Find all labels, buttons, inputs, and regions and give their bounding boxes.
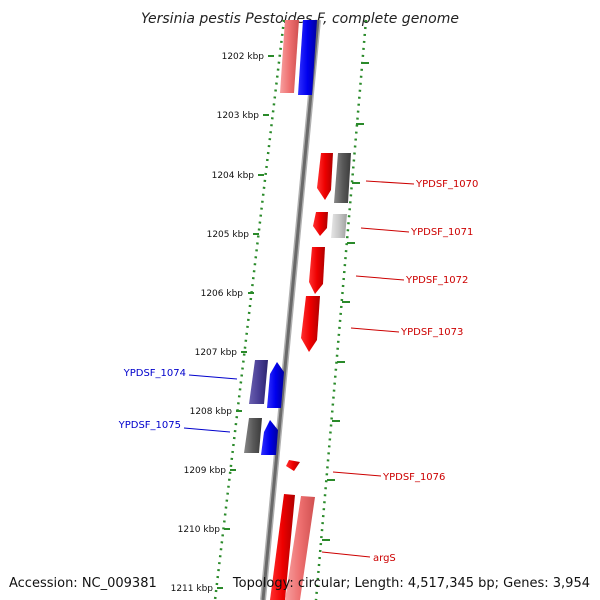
gene-feature-purple-1074[interactable] (249, 360, 268, 404)
gene-feature-args-pink[interactable] (285, 496, 315, 600)
gene-feature-gray-1070[interactable] (334, 153, 351, 203)
gene-feature-ypdsf-1075[interactable] (261, 420, 278, 455)
gene-label-ypdsf-1071[interactable]: YPDSF_1071 (410, 227, 473, 238)
gene-label-ypdsf-1070[interactable]: YPDSF_1070 (415, 179, 478, 190)
tick-label: 1210 kbp (178, 525, 221, 535)
tick-label: 1206 kbp (201, 289, 244, 299)
gene-label-ypdsf-1075[interactable]: YPDSF_1075 (118, 420, 181, 431)
leader-lines (183, 180, 415, 558)
genome-summary-text: Topology: circular; Length: 4,517,345 bp… (232, 576, 590, 591)
tick-label: 1208 kbp (190, 407, 233, 417)
gene-feature-top-pink[interactable] (280, 20, 299, 93)
tick-label: 1211 kbp (171, 584, 214, 594)
tick-label: 1209 kbp (184, 466, 227, 476)
tick-label: 1207 kbp (195, 348, 238, 358)
gene-label-ypdsf-1074[interactable]: YPDSF_1074 (123, 368, 186, 379)
tick-label: 1204 kbp (212, 171, 255, 181)
gene-label-ypdsf-1073[interactable]: YPDSF_1073 (400, 327, 463, 338)
tick-label: 1203 kbp (217, 111, 260, 121)
gene-feature-light-1071[interactable] (331, 214, 347, 238)
gene-feature-ypdsf-1073[interactable] (301, 296, 320, 352)
genome-backbone (260, 19, 321, 600)
tick-label: 1205 kbp (207, 230, 250, 240)
gene-feature-ypdsf-1074[interactable] (267, 362, 284, 408)
tick-labels: 1202 kbp 1203 kbp 1204 kbp 1205 kbp 1206… (171, 52, 265, 594)
gene-feature-ypdsf-1072[interactable] (309, 247, 325, 294)
gene-feature-args-red[interactable] (270, 494, 295, 600)
gene-feature-ypdsf-1070[interactable] (317, 153, 333, 200)
tick-label: 1202 kbp (222, 52, 265, 62)
gene-label-ypdsf-1072[interactable]: YPDSF_1072 (405, 275, 468, 286)
gene-labels: YPDSF_1070 YPDSF_1071 YPDSF_1072 YPDSF_1… (118, 179, 479, 564)
tick-marks (217, 55, 369, 589)
gene-label-args[interactable]: argS (373, 553, 396, 564)
map-title: Yersinia pestis Pestoides F, complete ge… (141, 11, 459, 27)
gene-feature-ypdsf-1076[interactable] (286, 460, 300, 471)
gene-feature-top-blue[interactable] (298, 20, 317, 95)
gene-feature-ypdsf-1071[interactable] (313, 212, 328, 236)
gene-feature-gray-1075[interactable] (244, 418, 262, 453)
gene-label-ypdsf-1076[interactable]: YPDSF_1076 (382, 472, 445, 483)
accession-text: Accession: NC_009381 (9, 576, 157, 591)
